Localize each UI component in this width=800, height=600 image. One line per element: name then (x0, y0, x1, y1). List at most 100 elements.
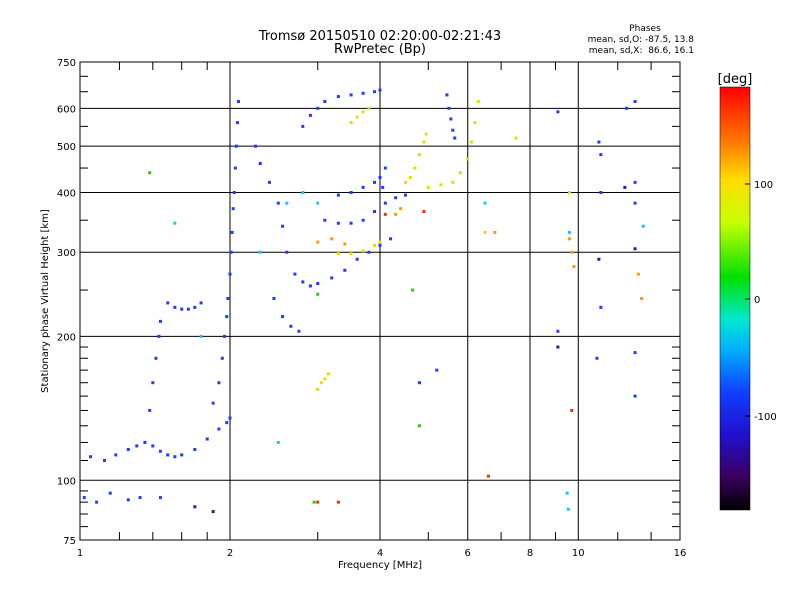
data-point (349, 121, 353, 125)
data-point (199, 334, 203, 338)
data-point (293, 272, 297, 276)
data-point (476, 100, 480, 104)
data-point (439, 183, 443, 187)
data-point (383, 212, 387, 216)
data-point (435, 368, 439, 372)
data-point (367, 250, 371, 254)
data-point (272, 297, 276, 301)
data-point (633, 100, 637, 104)
colorbar-tick-0: 0 (754, 295, 760, 306)
data-point (205, 437, 209, 441)
data-point (361, 91, 365, 95)
data-point (225, 315, 229, 319)
data-point (453, 136, 457, 140)
data-point (330, 237, 334, 241)
data-point (258, 161, 262, 165)
data-points (82, 88, 645, 514)
grid-lines (80, 62, 680, 540)
data-point (211, 510, 215, 514)
data-point (633, 180, 637, 184)
data-point (378, 243, 382, 247)
data-point (486, 474, 490, 478)
data-point (556, 345, 560, 349)
data-point (253, 144, 257, 148)
data-point (349, 252, 353, 256)
data-point (411, 288, 415, 292)
chart-title: Tromsø 20150510 02:20:00-02:21:43 (258, 29, 501, 44)
data-point (89, 455, 93, 459)
data-point (623, 185, 627, 189)
data-point (572, 265, 576, 269)
data-point (355, 115, 359, 119)
data-point (633, 201, 637, 205)
minor-ticks (80, 62, 680, 540)
data-point (267, 180, 271, 184)
data-point (378, 175, 382, 179)
data-point (597, 140, 601, 144)
data-point (230, 230, 234, 234)
data-point (154, 356, 158, 360)
data-point (276, 201, 280, 205)
data-point (389, 237, 393, 241)
data-point (413, 166, 417, 170)
stats-heading: Phases (629, 24, 661, 34)
data-point (316, 500, 320, 504)
stats-line-o: mean, sd,O: -87.5, 13.8 (588, 35, 695, 45)
data-point (276, 440, 280, 444)
data-point (95, 500, 99, 504)
data-point (173, 221, 177, 225)
data-point (466, 157, 470, 161)
data-point (565, 491, 569, 495)
data-point (323, 100, 327, 104)
y-tick-label: 400 (57, 188, 76, 199)
data-point (641, 224, 645, 228)
data-point (103, 458, 107, 462)
data-point (373, 90, 377, 94)
x-tick-label: 10 (572, 548, 585, 559)
data-point (378, 240, 382, 244)
data-point (126, 498, 130, 502)
y-tick-label: 200 (57, 332, 76, 343)
data-point (599, 190, 603, 194)
data-point (173, 455, 177, 459)
data-point (193, 505, 197, 509)
data-point (217, 427, 221, 431)
data-point (211, 401, 215, 405)
data-point (336, 252, 340, 256)
y-tick-labels: 75 100 200 300 400 500 600 750 (57, 58, 76, 547)
data-point (566, 507, 570, 511)
data-point (258, 250, 262, 254)
data-point (297, 329, 301, 333)
data-point (451, 128, 455, 132)
data-point (483, 201, 487, 205)
data-point (403, 180, 407, 184)
data-point (355, 257, 359, 261)
data-point (316, 240, 320, 244)
data-point (151, 444, 155, 448)
data-point (157, 334, 161, 338)
data-point (373, 243, 377, 247)
data-point (180, 307, 184, 311)
x-tick-label: 8 (527, 548, 533, 559)
data-point (373, 210, 377, 214)
data-point (383, 166, 387, 170)
data-point (285, 250, 289, 254)
x-tick-label: 2 (227, 548, 233, 559)
y-tick-label: 750 (57, 58, 76, 69)
y-tick-label: 75 (63, 536, 76, 547)
data-point (449, 117, 453, 121)
data-point (126, 447, 130, 451)
data-point (285, 201, 289, 205)
data-point (473, 121, 477, 125)
data-point (326, 372, 330, 376)
colorbar-tick-100: 100 (754, 180, 773, 191)
data-point (424, 132, 428, 136)
data-point (301, 190, 305, 194)
data-point (633, 247, 637, 251)
chart-subtitle: RwPretec (Bp) (334, 42, 426, 57)
data-point (186, 307, 190, 311)
data-point (316, 387, 320, 391)
data-point (114, 453, 118, 457)
data-point (231, 207, 235, 211)
data-point (233, 166, 237, 170)
